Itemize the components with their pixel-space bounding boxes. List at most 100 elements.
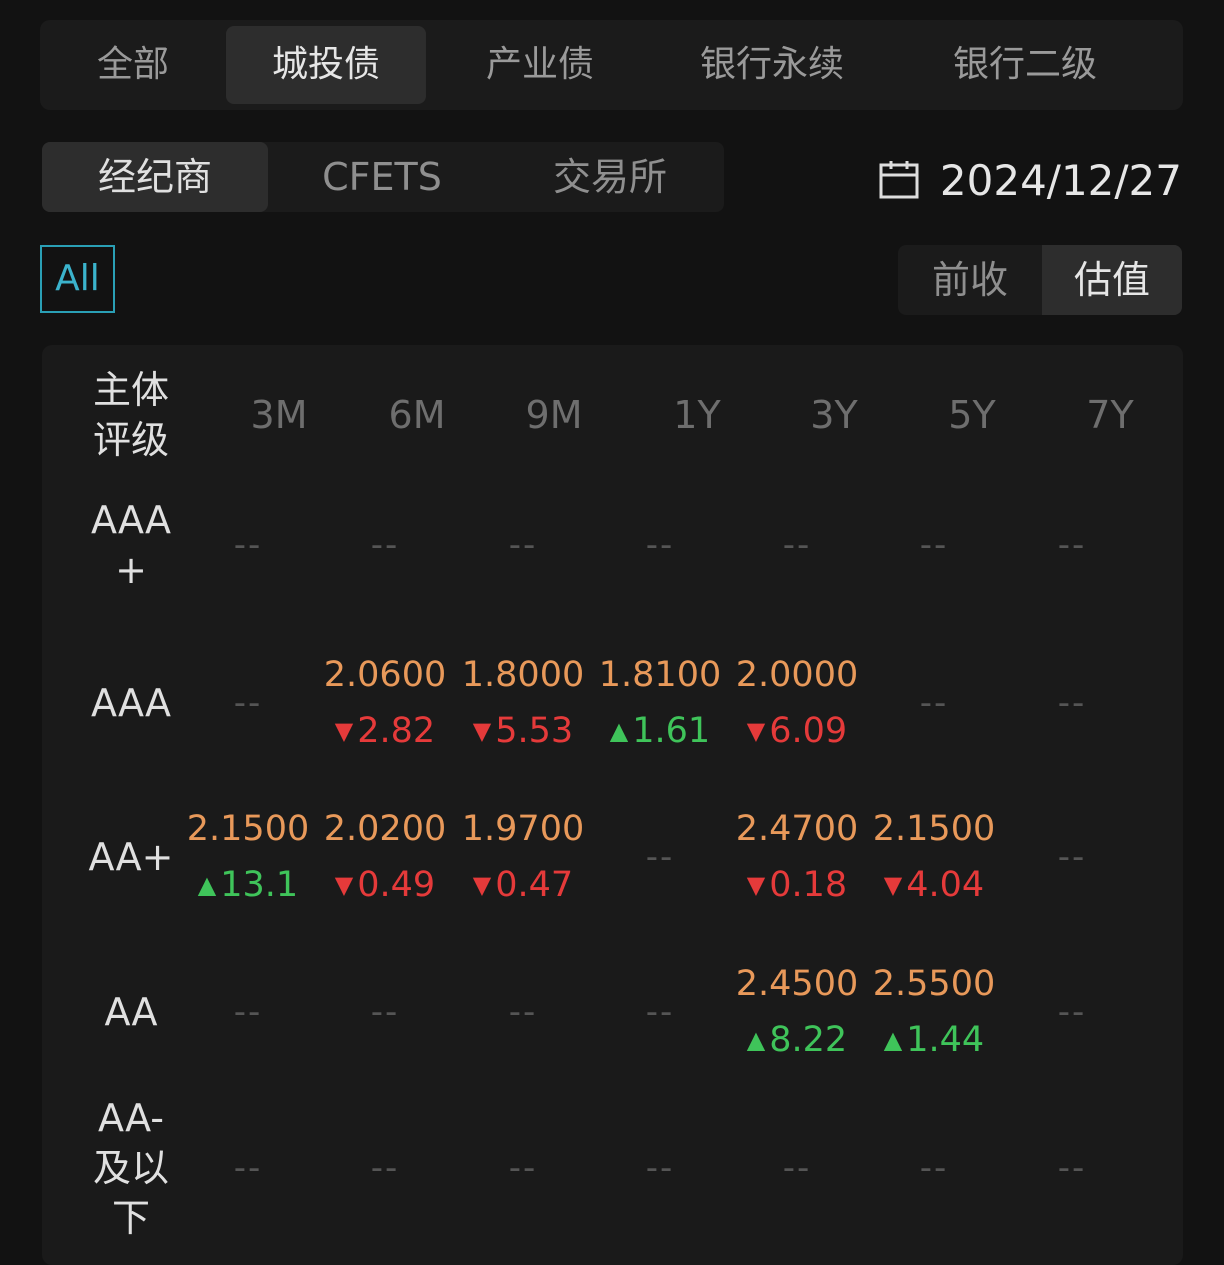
value-toggle: 前收 估值 xyxy=(898,245,1182,315)
column-header-1Y[interactable]: 1Y xyxy=(673,393,721,437)
yield-value: 2.4500 xyxy=(735,964,859,1004)
yield-value: 2.0200 xyxy=(323,809,447,849)
change-text: 0.47 xyxy=(495,865,574,905)
empty-cell[interactable]: -- xyxy=(1057,837,1087,877)
empty-cell[interactable]: -- xyxy=(782,525,812,565)
yield-value: 1.9700 xyxy=(461,809,585,849)
yield-value: 2.1500 xyxy=(872,809,996,849)
empty-cell[interactable]: -- xyxy=(1057,992,1087,1032)
change-text: 1.61 xyxy=(632,711,711,751)
empty-cell[interactable]: -- xyxy=(508,992,538,1032)
change-value: ▼ 0.18 xyxy=(729,857,866,913)
calendar-icon xyxy=(879,161,919,199)
table-cell[interactable]: 2.1500 ▼ 4.04 xyxy=(866,801,1003,913)
empty-cell[interactable]: -- xyxy=(370,525,400,565)
table-cell[interactable]: 2.4500 ▲ 8.22 xyxy=(729,956,866,1068)
yield-value: 2.0000 xyxy=(735,655,859,695)
arrow-down-icon: ▼ xyxy=(883,871,903,899)
empty-cell[interactable]: -- xyxy=(370,992,400,1032)
table-cell[interactable]: 2.1500 ▲ 13.1 xyxy=(180,801,317,913)
tab-all[interactable]: 全部 xyxy=(96,44,170,85)
table-cell[interactable]: 1.8000 ▼ 5.53 xyxy=(455,647,592,759)
empty-cell[interactable]: -- xyxy=(233,525,263,565)
change-value: ▼ 0.47 xyxy=(455,857,592,913)
empty-cell[interactable]: -- xyxy=(233,683,263,723)
empty-cell[interactable]: -- xyxy=(645,525,675,565)
table-cell[interactable]: 1.8100 ▲ 1.61 xyxy=(592,647,729,759)
empty-cell[interactable]: -- xyxy=(1057,1148,1087,1188)
tab-cfets[interactable]: CFETS xyxy=(322,155,442,199)
empty-cell[interactable]: -- xyxy=(919,1148,949,1188)
column-header-5Y[interactable]: 5Y xyxy=(948,393,996,437)
change-text: 8.22 xyxy=(769,1020,848,1060)
empty-cell[interactable]: -- xyxy=(370,1148,400,1188)
source-tabs: 经纪商 CFETS 交易所 xyxy=(42,142,724,212)
rating-label: AA+ xyxy=(88,835,174,879)
change-text: 13.1 xyxy=(220,865,299,905)
arrow-down-icon: ▼ xyxy=(746,717,766,745)
arrow-down-icon: ▼ xyxy=(746,871,766,899)
table-cell[interactable]: 2.0600 ▼ 2.82 xyxy=(317,647,454,759)
tab-industry[interactable]: 产业债 xyxy=(485,44,595,85)
change-text: 0.18 xyxy=(769,865,848,905)
yield-value: 2.1500 xyxy=(186,809,310,849)
tab-bank-tier2[interactable]: 银行二级 xyxy=(952,44,1098,85)
rating-label: AA-及以下 xyxy=(92,1096,169,1240)
toggle-prev-close[interactable]: 前收 xyxy=(931,258,1008,302)
empty-cell[interactable]: -- xyxy=(233,992,263,1032)
filter-all-button[interactable]: All xyxy=(40,245,115,313)
yield-value: 1.8000 xyxy=(461,655,585,695)
table-cell[interactable]: 2.0000 ▼ 6.09 xyxy=(729,647,866,759)
change-value: ▲ 13.1 xyxy=(180,857,317,913)
change-text: 4.04 xyxy=(906,865,985,905)
table-cell[interactable]: 2.5500 ▲ 1.44 xyxy=(866,956,1003,1068)
rating-label: AA xyxy=(104,990,158,1034)
empty-cell[interactable]: -- xyxy=(508,1148,538,1188)
column-header-9M[interactable]: 9M xyxy=(525,393,583,437)
toggle-valuation[interactable]: 估值 xyxy=(1042,245,1182,315)
empty-cell[interactable]: -- xyxy=(645,1148,675,1188)
change-text: 6.09 xyxy=(769,711,848,751)
tab-broker[interactable]: 经纪商 xyxy=(42,142,268,212)
table-cell[interactable]: 1.9700 ▼ 0.47 xyxy=(455,801,592,913)
change-text: 5.53 xyxy=(495,711,574,751)
change-text: 1.44 xyxy=(906,1020,985,1060)
rating-label: AAA+ xyxy=(90,498,172,592)
empty-cell[interactable]: -- xyxy=(233,1148,263,1188)
tab-exchange[interactable]: 交易所 xyxy=(552,155,667,199)
empty-cell[interactable]: -- xyxy=(1057,683,1087,723)
arrow-up-icon: ▲ xyxy=(197,871,217,899)
empty-cell[interactable]: -- xyxy=(1057,525,1087,565)
tab-bank-perpetual[interactable]: 银行永续 xyxy=(699,44,845,85)
change-value: ▲ 8.22 xyxy=(729,1012,866,1068)
change-value: ▼ 5.53 xyxy=(455,703,592,759)
empty-cell[interactable]: -- xyxy=(508,525,538,565)
row-header-label: 主体评级 xyxy=(92,368,169,462)
yield-value: 2.5500 xyxy=(872,964,996,1004)
empty-cell[interactable]: -- xyxy=(919,525,949,565)
arrow-up-icon: ▲ xyxy=(746,1026,766,1054)
change-text: 2.82 xyxy=(357,711,436,751)
empty-cell[interactable]: -- xyxy=(645,992,675,1032)
arrow-down-icon: ▼ xyxy=(472,717,492,745)
date-value: 2024/12/27 xyxy=(939,155,1182,205)
change-value: ▼ 0.49 xyxy=(317,857,454,913)
column-header-3M[interactable]: 3M xyxy=(250,393,308,437)
change-text: 0.49 xyxy=(357,865,436,905)
column-header-6M[interactable]: 6M xyxy=(388,393,446,437)
yield-value: 1.8100 xyxy=(598,655,722,695)
empty-cell[interactable]: -- xyxy=(919,683,949,723)
arrow-up-icon: ▲ xyxy=(609,717,629,745)
change-value: ▲ 1.61 xyxy=(592,703,729,759)
tab-chengtou[interactable]: 城投债 xyxy=(225,26,427,104)
table-cell[interactable]: 2.4700 ▼ 0.18 xyxy=(729,801,866,913)
arrow-down-icon: ▼ xyxy=(334,717,354,745)
change-value: ▼ 6.09 xyxy=(729,703,866,759)
column-header-3Y[interactable]: 3Y xyxy=(810,393,858,437)
date-picker[interactable]: 2024/12/27 xyxy=(878,150,1182,210)
column-header-7Y[interactable]: 7Y xyxy=(1086,393,1134,437)
empty-cell[interactable]: -- xyxy=(645,837,675,877)
change-value: ▼ 4.04 xyxy=(866,857,1003,913)
table-cell[interactable]: 2.0200 ▼ 0.49 xyxy=(317,801,454,913)
empty-cell[interactable]: -- xyxy=(782,1148,812,1188)
